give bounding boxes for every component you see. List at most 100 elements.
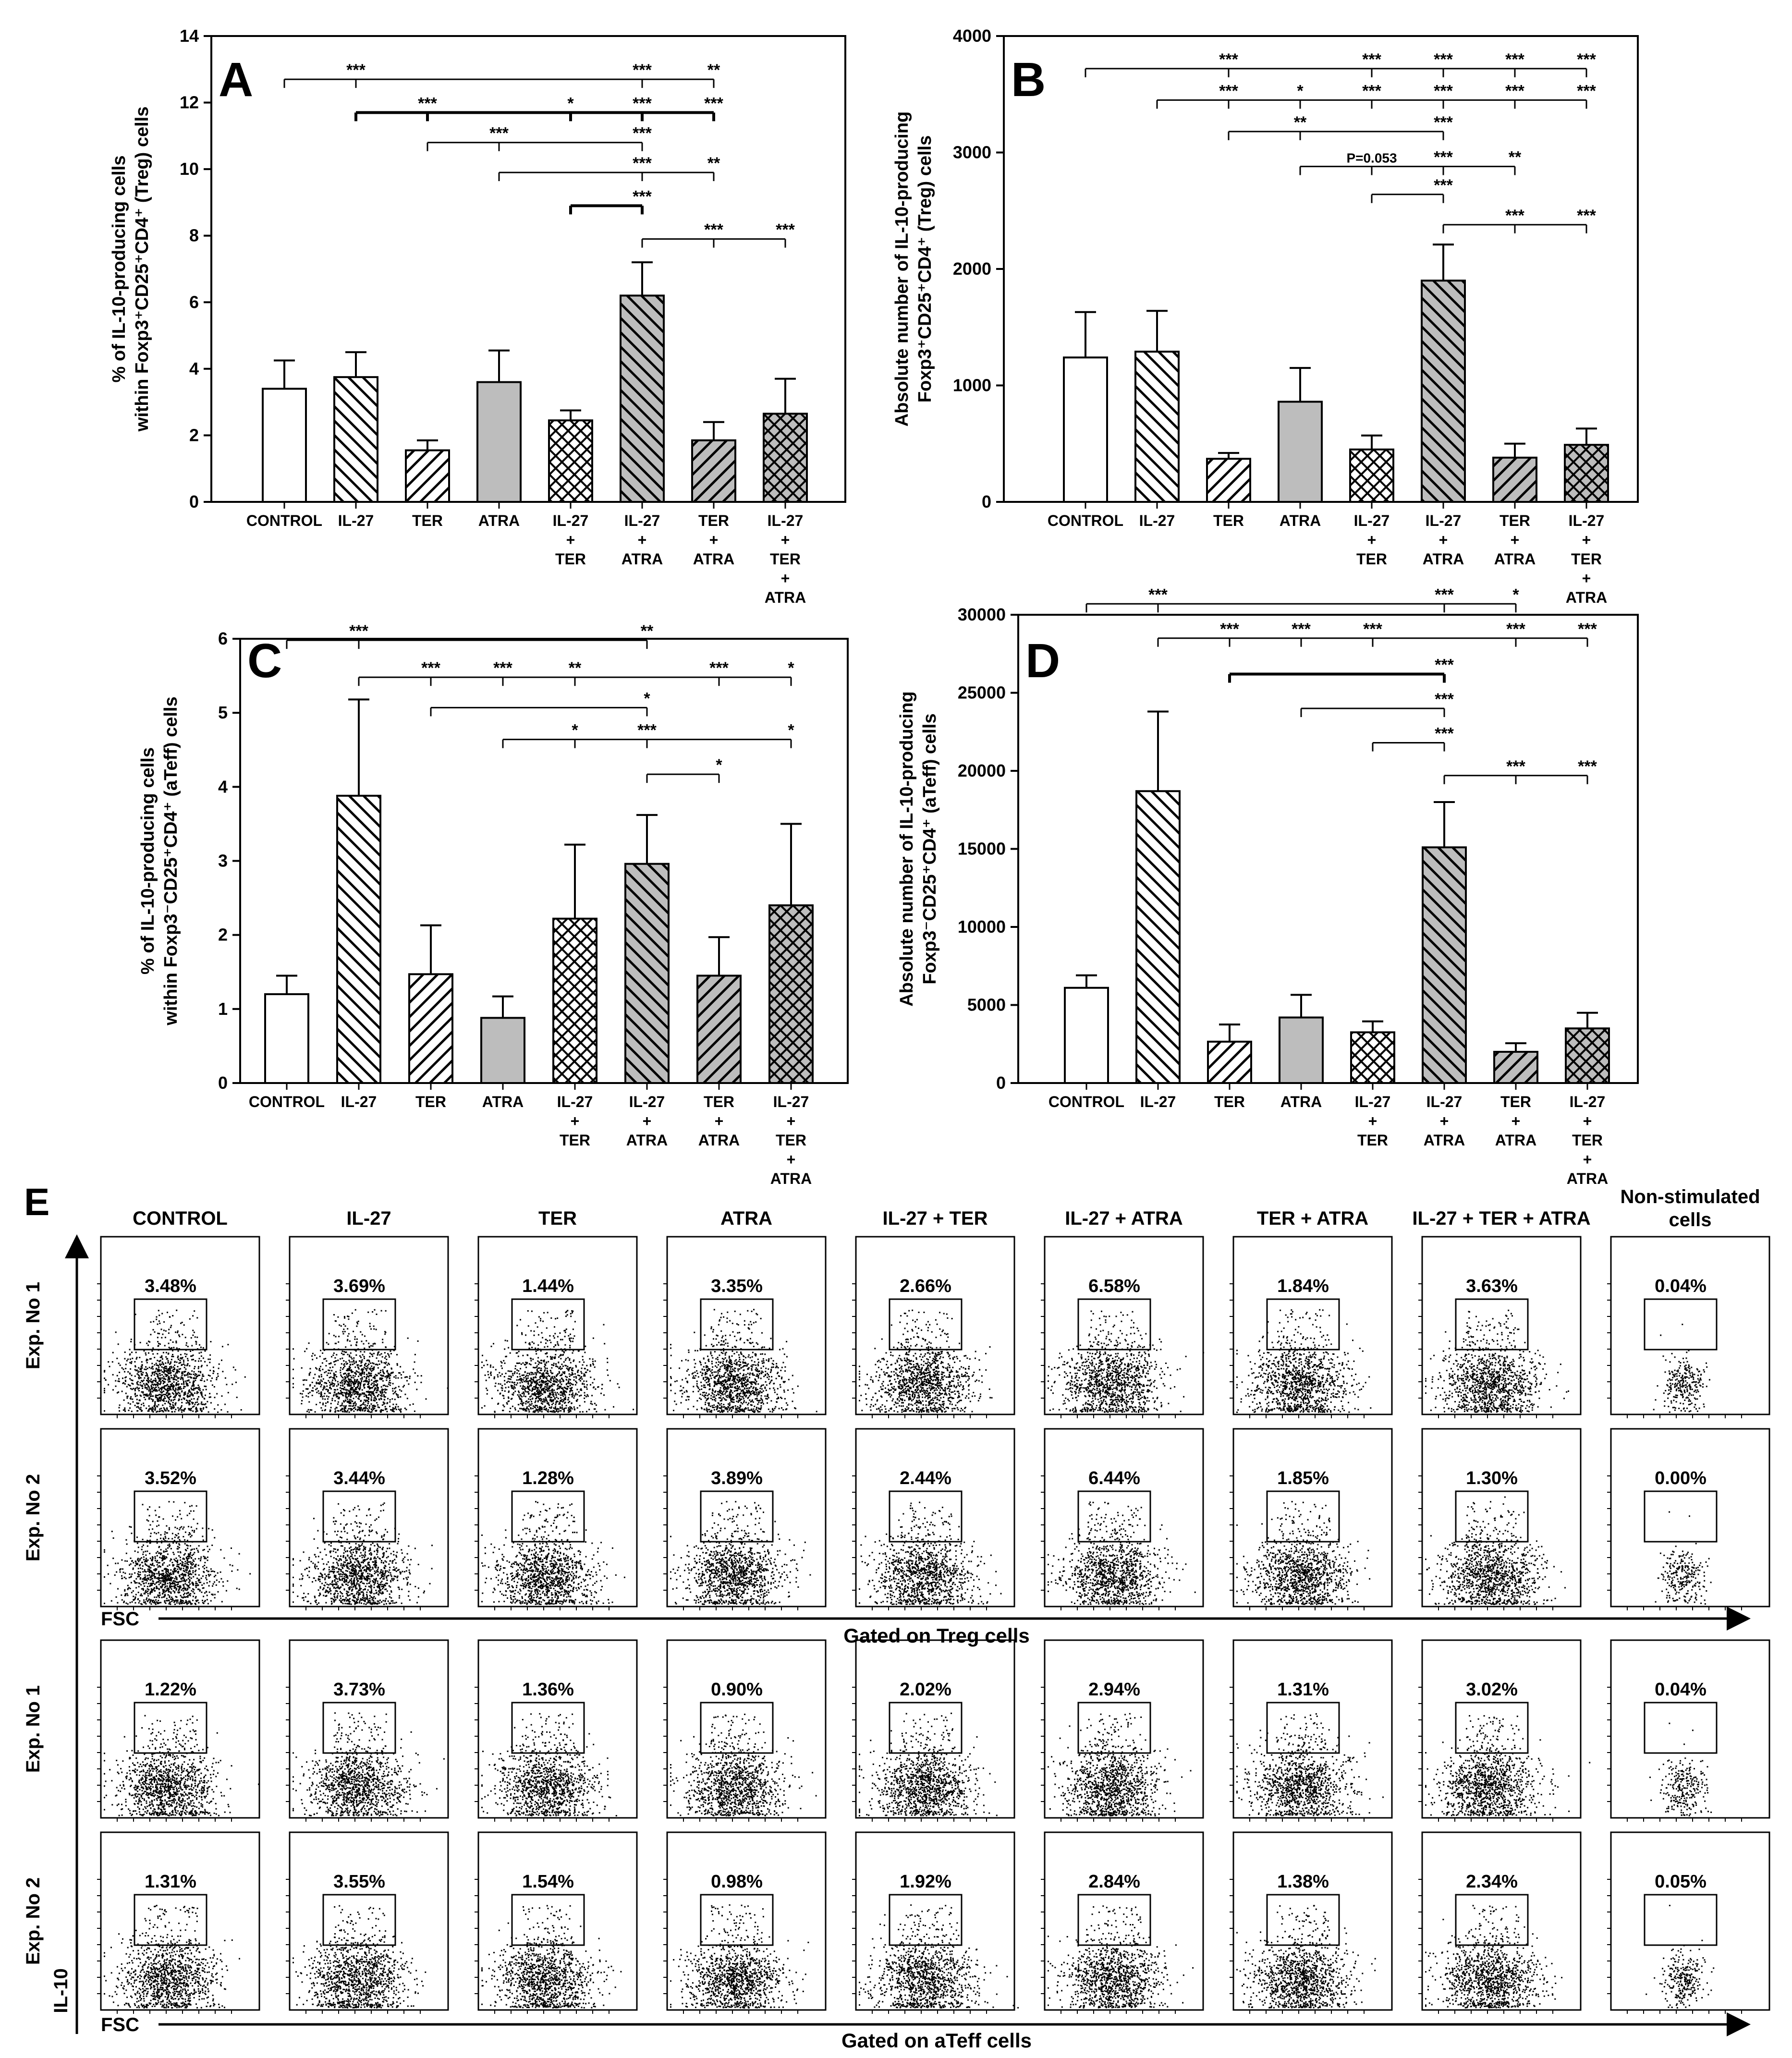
il10-gate (1077, 1702, 1151, 1754)
flow-plot: 0.05% (1607, 1831, 1770, 2014)
event-dots (1048, 1310, 1204, 1413)
significance-stars: *** (1506, 757, 1525, 776)
x-category-label: IL-27 (1570, 1093, 1606, 1110)
x-category-label: CONTROL (1048, 1093, 1124, 1110)
significance-bracket: *** *** *** *** *** (1085, 50, 1597, 77)
significance-stars: ** (569, 659, 582, 677)
x-category-label: + (781, 570, 790, 587)
event-dots (1236, 1713, 1384, 1816)
x-category-label: CONTROL (1048, 512, 1123, 529)
column-title: cells (1669, 1209, 1712, 1230)
event-dots (481, 1501, 625, 1605)
flow-row: Exp. No 2 3.52% 3.44% 1.28% 3.89% 2.44% 6.44% 1… (23, 1428, 1770, 1610)
bar-ter-atra (1493, 1051, 1538, 1084)
panel-e-flow-cytometry: E IL-10 CONTROL IL-27 TER ATRA IL-27 + TER IL… (23, 1181, 1770, 2052)
il10-gate (1644, 1894, 1718, 1946)
significance-bracket: *** (1300, 690, 1454, 717)
gate-percentage: 0.98% (711, 1872, 763, 1892)
gate-percentage: 0.05% (1655, 1872, 1707, 1892)
x-category-label: TER (1572, 1132, 1603, 1149)
plot-box (477, 1639, 638, 1819)
significance-bracket: *** (1372, 725, 1454, 752)
x-category-label: + (571, 1112, 580, 1130)
significance-stars: *** (1220, 620, 1239, 638)
gate-percentage: 3.48% (145, 1276, 196, 1296)
x-category-label: + (1439, 531, 1448, 548)
x-category-label: TER (1214, 1093, 1245, 1110)
y-tick-label: 4 (189, 359, 199, 378)
gate-percentage: 0.04% (1655, 1680, 1707, 1700)
gate-percentage: 6.44% (1088, 1468, 1140, 1488)
row-label: Exp. No 2 (23, 1474, 44, 1561)
gate-percentage: 1.54% (522, 1872, 574, 1892)
gate-percentage: 0.04% (1655, 1276, 1707, 1296)
x-category-label: TER (1213, 512, 1244, 529)
significance-bracket: *** * *** *** (354, 94, 724, 122)
x-category-label: ATRA (1567, 1170, 1609, 1187)
event-dots (293, 1905, 427, 2009)
significance-stars: *** (1577, 50, 1596, 69)
significance-stars: ** (707, 61, 720, 79)
flow-plot: 6.58% (1041, 1236, 1204, 1418)
x-category-label: TER (1499, 512, 1530, 529)
flow-row: Exp. No 2 1.31% 3.55% 1.54% 0.98% 1.92% 2.84% 1… (23, 1831, 1770, 2014)
x-category-label: ATRA (770, 1170, 812, 1187)
significance-bracket: * (430, 689, 650, 717)
significance-stars: *** (1505, 207, 1524, 225)
il10-gate (134, 1490, 207, 1543)
x-category-label: + (1583, 1112, 1592, 1130)
x-category-label: + (1511, 531, 1520, 548)
il10-gate (1644, 1298, 1718, 1351)
x-category-label: IL-27 (624, 512, 660, 529)
significance-stars: *** (633, 61, 652, 79)
plot-box (100, 1428, 260, 1607)
il10-gate (511, 1490, 585, 1543)
significance-stars: *** (1434, 176, 1453, 195)
x-category-label: TER (1500, 1093, 1531, 1110)
bar-il-27-ter-atra (1564, 444, 1609, 503)
significance-stars: *** (418, 94, 437, 112)
x-category-label: + (1512, 1112, 1521, 1130)
significance-stars: *** (1362, 50, 1381, 69)
x-category-label: + (1368, 1112, 1378, 1130)
bar-control (1064, 986, 1109, 1084)
panel-label: C (247, 634, 282, 688)
gate-percentage: 2.02% (900, 1680, 951, 1700)
gate-percentage: 2.94% (1088, 1680, 1140, 1700)
y-tick-label: 1000 (953, 376, 991, 395)
x-category-label: CONTROL (249, 1093, 325, 1110)
plot-box (855, 1428, 1015, 1607)
flow-plot: 3.55% (286, 1831, 449, 2014)
x-category-label: ATRA (693, 550, 735, 568)
x-category-label: TER (770, 550, 801, 568)
x-category-label: TER (560, 1132, 590, 1149)
flow-plot: 3.02% (1418, 1639, 1591, 1822)
x-category-label: + (638, 531, 647, 548)
flow-plot: 1.92% (852, 1831, 1019, 2014)
flow-plot: 2.66% (852, 1236, 1015, 1418)
gate-percentage: 1.28% (522, 1468, 574, 1488)
panel-label: D (1025, 634, 1060, 688)
y-tick-label: 3 (218, 851, 228, 871)
bar-il-27-ter (552, 917, 597, 1084)
panel-label: B (1011, 53, 1046, 107)
bar-il-27-ter (1349, 448, 1394, 503)
x-category-label: IL-27 (553, 512, 589, 529)
bar-il-27 (1135, 790, 1181, 1084)
significance-stars: *** (704, 94, 723, 112)
flow-plot: 6.44% (1041, 1428, 1204, 1610)
event-dots (1425, 1496, 1566, 1605)
flow-plot: 1.84% (1230, 1236, 1393, 1418)
x-category-label: ATRA (698, 1132, 740, 1149)
significance-stars: ** (641, 622, 654, 640)
gate-percentage: 3.73% (333, 1680, 385, 1700)
plot-box (477, 1831, 638, 2011)
significance-stars: *** (1577, 207, 1596, 225)
x-category-label: ATRA (478, 512, 520, 529)
event-dots (670, 1904, 809, 2009)
row-label: Exp. No 1 (23, 1685, 44, 1773)
x-category-label: ATRA (1280, 1093, 1322, 1110)
flow-plot: 2.84% (1041, 1831, 1204, 2014)
plot-box (666, 1428, 827, 1607)
